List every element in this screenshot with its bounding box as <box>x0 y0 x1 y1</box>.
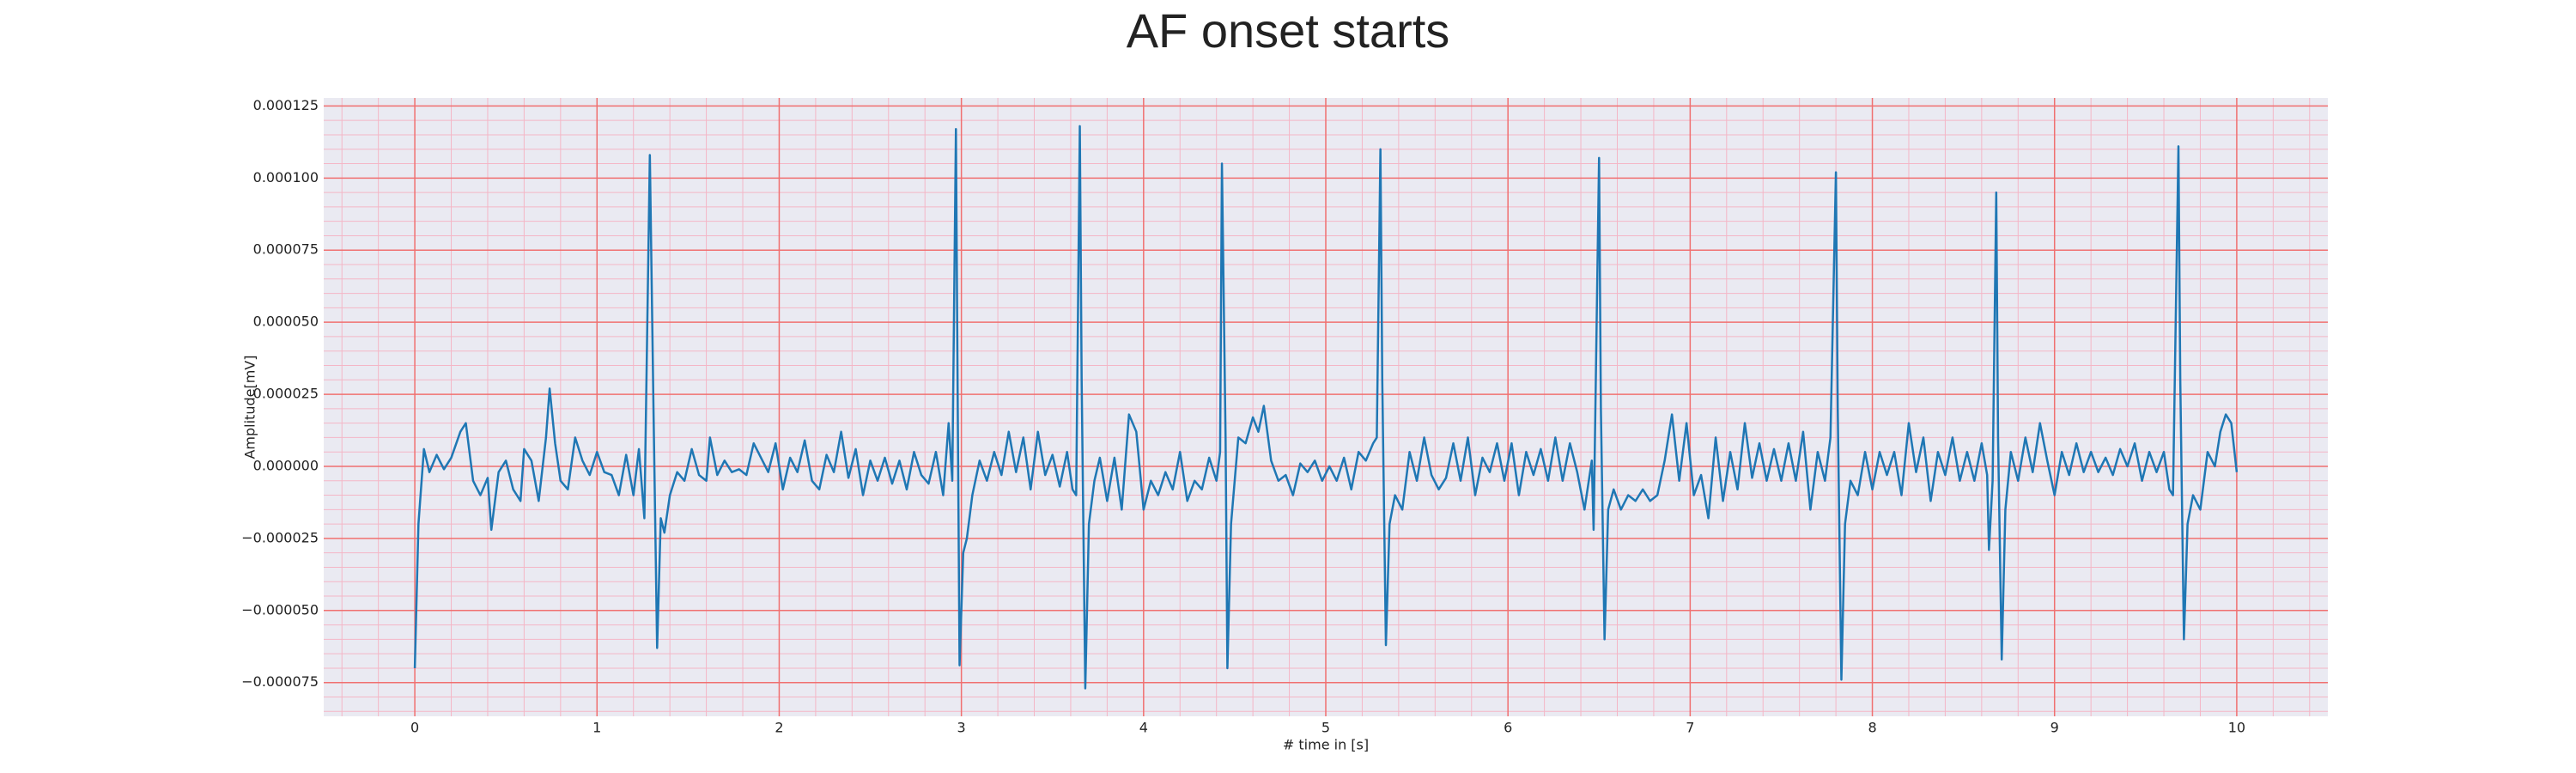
grid <box>324 98 2328 716</box>
tick-labels: 0 1 2 3 4 5 6 7 8 9 10 −0.000075 −0.000050 −0.000025 0… <box>241 97 2245 736</box>
y-tick-label: 0.000050 <box>253 313 319 330</box>
x-tick-label: 1 <box>592 720 601 736</box>
x-tick-label: 10 <box>2228 720 2245 736</box>
y-tick-label: 0.000075 <box>253 241 319 258</box>
x-tick-label: 8 <box>1868 720 1876 736</box>
y-tick-label: −0.000025 <box>241 529 319 545</box>
x-tick-label: 6 <box>1504 720 1512 736</box>
chart-title: AF onset starts <box>1127 3 1450 58</box>
y-tick-label: 0.000100 <box>253 169 319 186</box>
x-axis-label: # time in [s] <box>1283 737 1369 753</box>
x-tick-label: 5 <box>1321 720 1330 736</box>
x-tick-label: 7 <box>1686 720 1694 736</box>
x-tick-label: 9 <box>2050 720 2059 736</box>
y-tick-label: 0.000000 <box>253 457 319 473</box>
x-tick-label: 0 <box>410 720 419 736</box>
signal-line <box>413 125 2239 690</box>
x-tick-label: 2 <box>775 720 783 736</box>
y-tick-label: −0.000050 <box>241 601 319 618</box>
x-tick-label: 3 <box>957 720 966 736</box>
y-tick-label: 0.000125 <box>253 97 319 113</box>
x-tick-label: 4 <box>1139 720 1148 736</box>
y-axis-label: Amplitude[mV] <box>242 355 258 459</box>
y-tick-label: 0.000025 <box>253 386 319 402</box>
y-tick-label: −0.000075 <box>241 673 319 690</box>
